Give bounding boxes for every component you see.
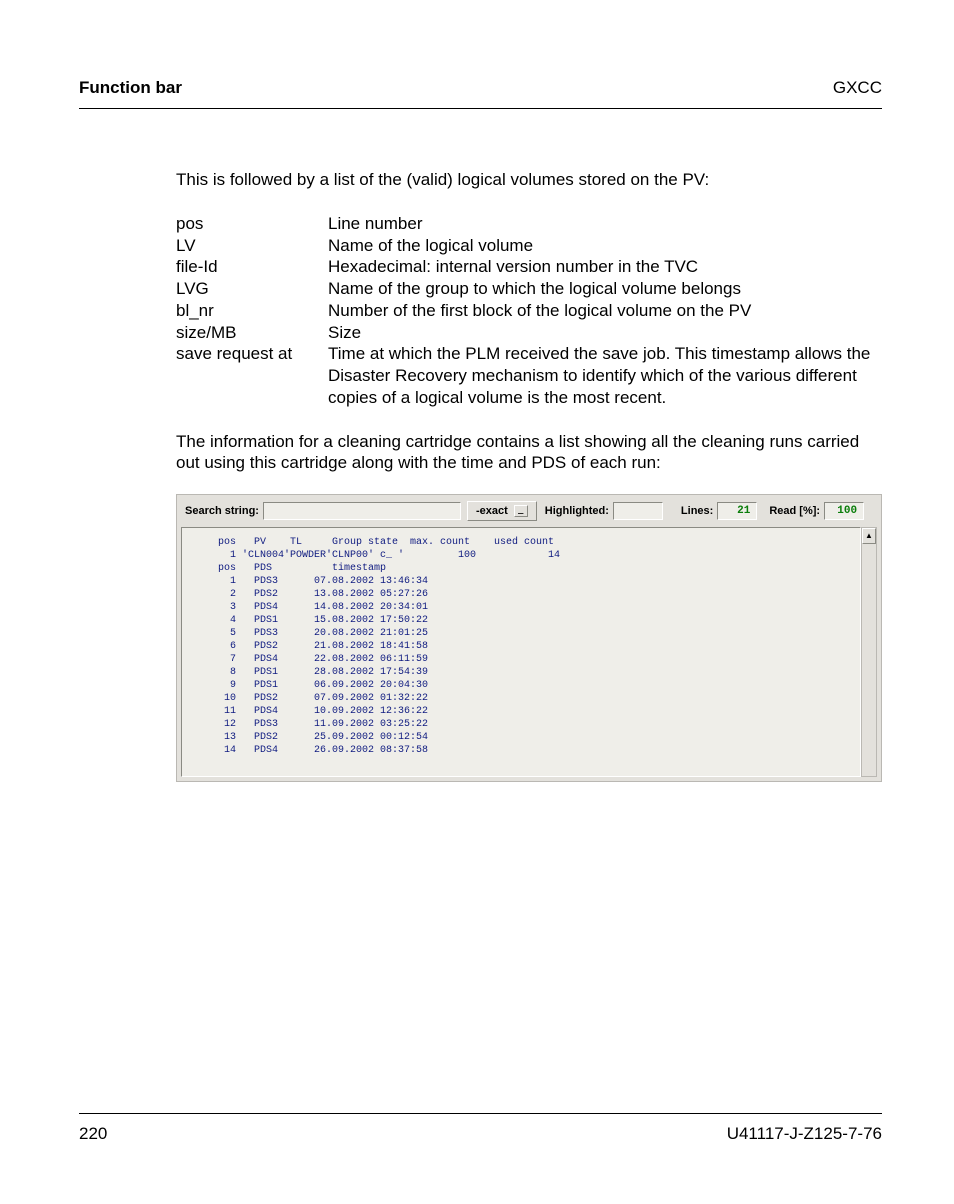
lines-label: Lines: <box>681 504 713 518</box>
definition-row: LVG Name of the group to which the logic… <box>176 278 882 300</box>
exact-button-label: -exact <box>476 504 508 518</box>
read-value: 100 <box>824 502 864 520</box>
definition-term: LV <box>176 235 328 257</box>
definition-row: save request at Time at which the PLM re… <box>176 343 882 408</box>
definition-desc: Line number <box>328 213 882 235</box>
definition-row: bl_nr Number of the first block of the l… <box>176 300 882 322</box>
read-label: Read [%]: <box>769 504 820 518</box>
highlighted-input[interactable] <box>613 502 663 520</box>
definition-desc: Time at which the PLM received the save … <box>328 343 882 408</box>
header-right: GXCC <box>833 78 882 98</box>
definition-term: file-Id <box>176 256 328 278</box>
triangle-up-icon: ▲ <box>865 531 873 541</box>
page-number: 220 <box>79 1124 107 1144</box>
definition-desc: Number of the first block of the logical… <box>328 300 882 322</box>
page: Function bar GXCC This is followed by a … <box>0 0 954 1204</box>
definition-row: LV Name of the logical volume <box>176 235 882 257</box>
search-string-input[interactable] <box>263 502 461 520</box>
definition-row: file-Id Hexadecimal: internal version nu… <box>176 256 882 278</box>
definition-term: bl_nr <box>176 300 328 322</box>
exact-dropdown-button[interactable]: -exact _ <box>467 501 537 521</box>
definition-term: pos <box>176 213 328 235</box>
definition-desc: Hexadecimal: internal version number in … <box>328 256 882 278</box>
definition-desc: Name of the group to which the logical v… <box>328 278 882 300</box>
after-definitions-paragraph: The information for a cleaning cartridge… <box>176 431 882 475</box>
definition-term: LVG <box>176 278 328 300</box>
page-body: This is followed by a list of the (valid… <box>176 169 882 782</box>
scrollbar[interactable]: ▲ <box>861 527 877 777</box>
definition-row: size/MB Size <box>176 322 882 344</box>
dropdown-icon: _ <box>514 505 528 517</box>
highlighted-label: Highlighted: <box>545 504 609 518</box>
definition-list: pos Line number LV Name of the logical v… <box>176 213 882 409</box>
definition-desc: Size <box>328 322 882 344</box>
screenshot-content: pos PV TL Group state max. count used co… <box>181 527 861 777</box>
screenshot-content-wrap: pos PV TL Group state max. count used co… <box>181 527 877 777</box>
lines-value: 21 <box>717 502 757 520</box>
search-string-label: Search string: <box>185 504 259 518</box>
document-id: U41117-J-Z125-7-76 <box>727 1124 882 1144</box>
definition-row: pos Line number <box>176 213 882 235</box>
definition-term: save request at <box>176 343 328 408</box>
screenshot-listing: pos PV TL Group state max. count used co… <box>194 536 848 757</box>
definition-desc: Name of the logical volume <box>328 235 882 257</box>
definition-term: size/MB <box>176 322 328 344</box>
header-left: Function bar <box>79 78 182 98</box>
intro-paragraph: This is followed by a list of the (valid… <box>176 169 882 191</box>
scroll-up-button[interactable]: ▲ <box>862 528 876 544</box>
page-footer: 220 U41117-J-Z125-7-76 <box>79 1113 882 1144</box>
screenshot-panel: Search string: -exact _ Highlighted: Lin… <box>176 494 882 782</box>
page-header: Function bar GXCC <box>79 78 882 109</box>
screenshot-toolbar: Search string: -exact _ Highlighted: Lin… <box>185 501 873 521</box>
